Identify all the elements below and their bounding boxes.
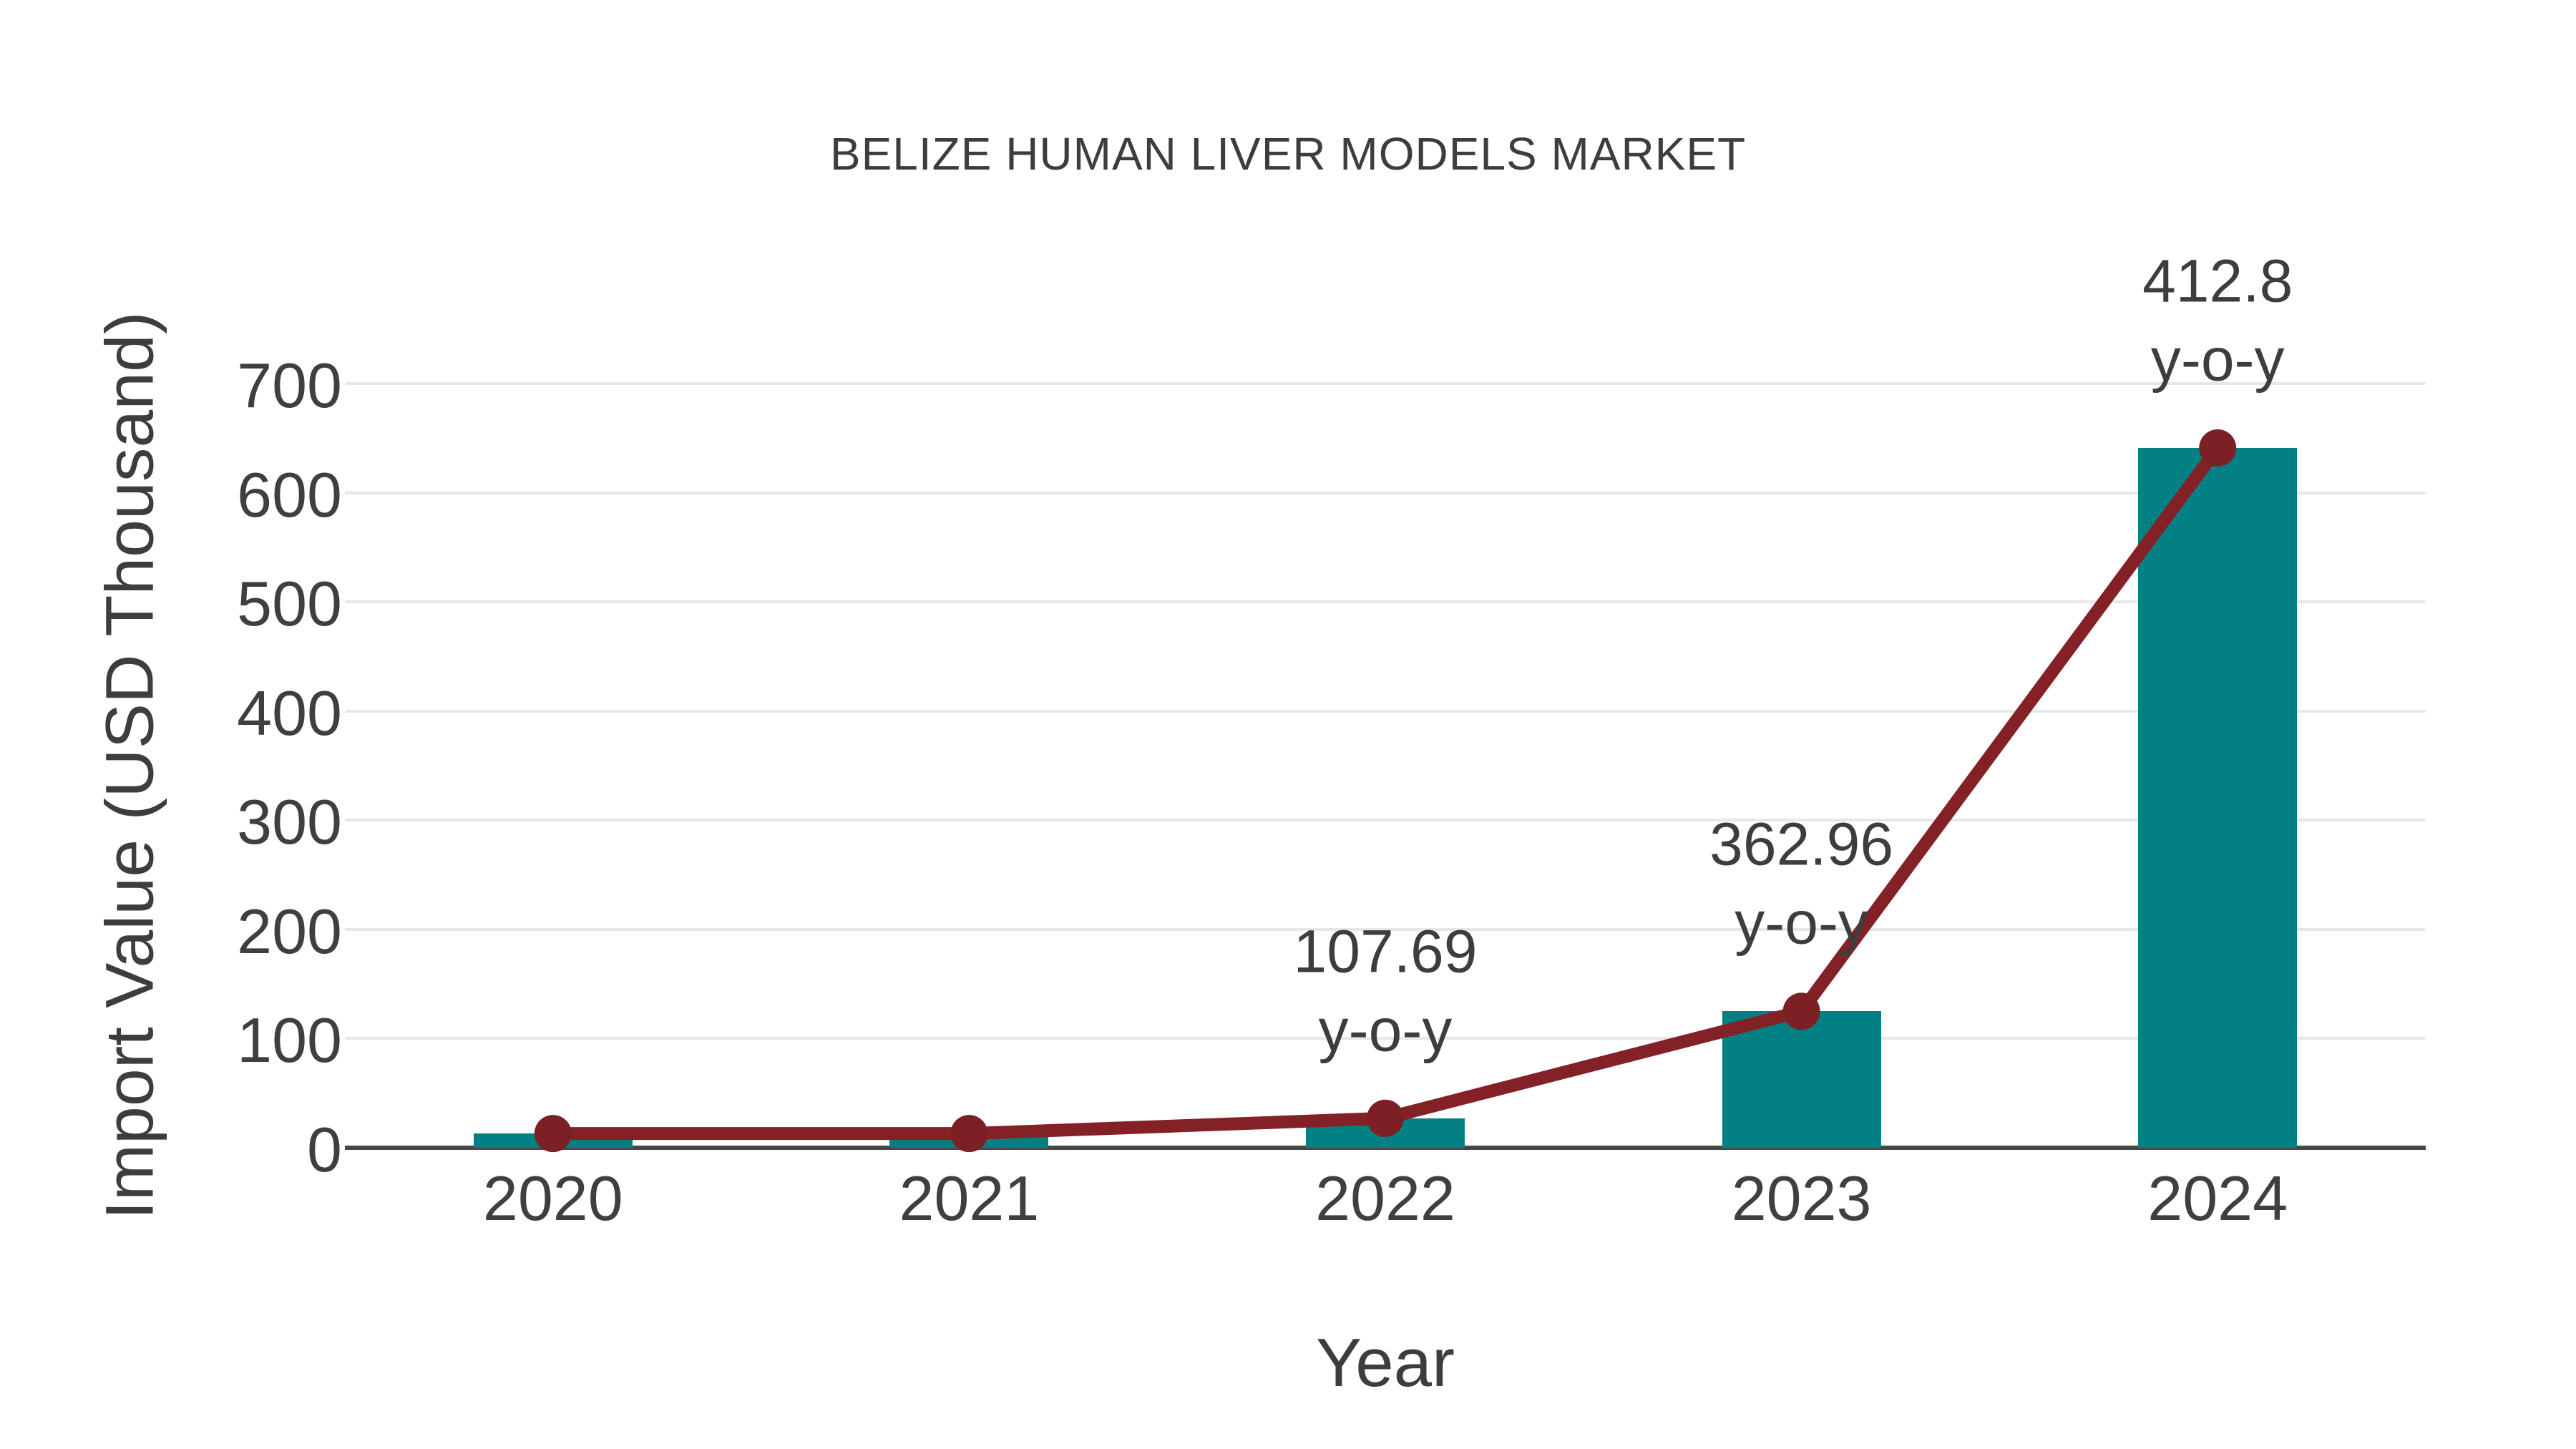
gridline-y100 (345, 1037, 2426, 1040)
gridline-y500 (345, 600, 2426, 604)
y-tick-label-200: 200 (237, 895, 342, 967)
y-tick-label-300: 300 (237, 786, 342, 858)
bar-2024 (2138, 448, 2298, 1148)
x-tick-label-2020: 2020 (482, 1163, 623, 1234)
annotation-2022-unit: y-o-y (1318, 996, 1453, 1064)
x-tick-label-2022: 2022 (1315, 1163, 1455, 1234)
x-tick-label-2023: 2023 (1731, 1163, 1872, 1234)
data-point-marker-2021 (950, 1115, 988, 1153)
annotation-2022-value: 107.69 (1293, 917, 1478, 985)
annotation-2024-value: 412.8 (2142, 247, 2293, 315)
gridline-y700 (345, 382, 2426, 385)
x-tick-label-2021: 2021 (899, 1163, 1040, 1234)
x-axis-title: Year (1316, 1324, 1455, 1401)
gridline-y200 (345, 927, 2426, 931)
y-tick-label-600: 600 (237, 459, 342, 530)
y-tick-label-500: 500 (237, 568, 342, 640)
data-point-marker-2023 (1782, 992, 1820, 1030)
annotation-2023-unit: y-o-y (1735, 889, 1868, 957)
gridline-y300 (345, 819, 2426, 822)
y-tick-label-100: 100 (237, 1005, 342, 1076)
y-tick-label-0: 0 (307, 1114, 342, 1185)
data-point-marker-2024 (2199, 429, 2237, 467)
annotation-2023-value: 362.96 (1709, 810, 1894, 878)
gridline-y400 (345, 709, 2426, 713)
x-axis-line (345, 1146, 2426, 1150)
annotation-2024-unit: y-o-y (2150, 326, 2285, 394)
y-tick-label-400: 400 (237, 677, 342, 748)
y-tick-label-700: 700 (237, 350, 342, 421)
x-tick-label-2024: 2024 (2147, 1163, 2288, 1234)
bar-2023 (1722, 1011, 1881, 1148)
gridline-y600 (345, 491, 2426, 494)
data-point-marker-2020 (534, 1115, 572, 1153)
chart-title: BELIZE HUMAN LIVER MODELS MARKET (829, 128, 1747, 180)
data-point-marker-2022 (1367, 1099, 1404, 1137)
